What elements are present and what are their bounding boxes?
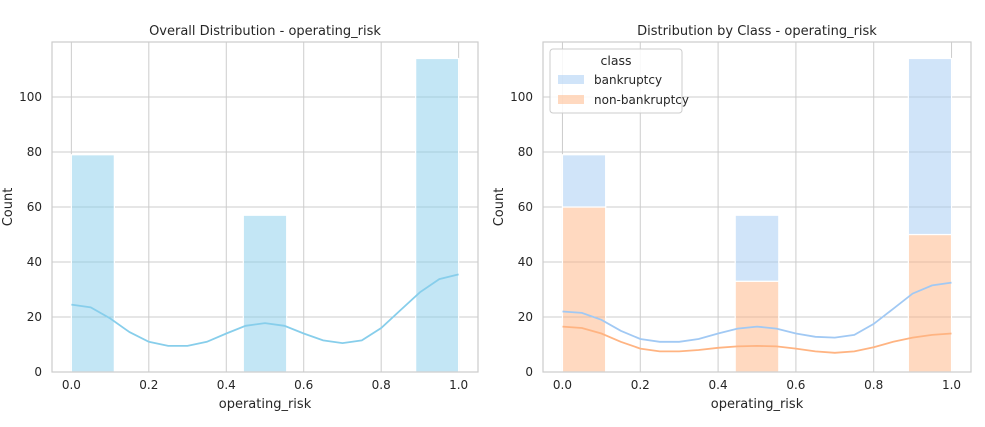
- x-tick-label: 0.6: [294, 378, 313, 392]
- x-tick-label: 0.2: [631, 378, 650, 392]
- kde-line-bankruptcy: [562, 281, 952, 343]
- histogram-bar: [70, 154, 115, 373]
- x-tick-label: 1.0: [449, 378, 468, 392]
- stacked-bar-bankruptcy: [907, 57, 953, 236]
- x-tick-label: 0.8: [864, 378, 883, 392]
- y-tick-label: 40: [518, 255, 533, 269]
- legend-swatch-non-bankruptcy: [558, 95, 584, 104]
- y-tick-label: 20: [518, 310, 533, 324]
- x-axis-label: operating_risk: [711, 397, 804, 412]
- x-tick-label: 0.6: [786, 378, 805, 392]
- stacked-bar-bankruptcy: [561, 154, 607, 208]
- x-tick-label: 1.0: [942, 378, 961, 392]
- y-tick-label: 0: [34, 365, 42, 379]
- y-tick-label: 20: [27, 310, 42, 324]
- kde-line: [71, 273, 459, 347]
- legend: class bankruptcy non-bankruptcy: [549, 48, 689, 114]
- y-tick-label: 100: [510, 90, 533, 104]
- y-tick-label: 60: [27, 200, 42, 214]
- y-tick-label: 100: [19, 90, 42, 104]
- stacked-bar-non-bankruptcy: [907, 233, 953, 373]
- kde-line-non-bankruptcy: [562, 325, 952, 354]
- y-tick-label: 80: [27, 145, 42, 159]
- x-tick-label: 0.0: [553, 378, 572, 392]
- y-tick-label: 60: [518, 200, 533, 214]
- plot-frame: [51, 41, 479, 373]
- histogram-bar: [242, 214, 288, 373]
- x-tick-label: 0.8: [372, 378, 391, 392]
- legend-label-bankruptcy: bankruptcy: [594, 73, 662, 87]
- x-tick-label: 0.4: [709, 378, 728, 392]
- legend-title: class: [600, 53, 631, 68]
- y-tick-label: 80: [518, 145, 533, 159]
- legend-label-non-bankruptcy: non-bankruptcy: [594, 93, 689, 107]
- legend-swatch-bankruptcy: [558, 75, 584, 84]
- histogram-bar: [415, 57, 460, 373]
- y-tick-label: 40: [27, 255, 42, 269]
- x-tick-label: 0.4: [217, 378, 236, 392]
- x-tick-label: 0.0: [62, 378, 81, 392]
- plot-frame: [542, 41, 972, 373]
- y-tick-label: 0: [525, 365, 533, 379]
- stacked-bar-bankruptcy: [734, 214, 780, 282]
- y-axis-label: Count: [492, 188, 507, 227]
- x-axis-label: operating_risk: [219, 397, 312, 412]
- left-chart-panel: 0.0 0.2 0.4 0.6 0.8 1.0 0 20 40 60 80 100 Overall Di…: [1, 24, 479, 412]
- right-chart-panel: 0.0 0.2 0.4 0.6 0.8 1.0 0 20 40 60 80 100 Distributi…: [492, 24, 972, 412]
- y-axis-label: Count: [1, 188, 16, 227]
- stacked-bar-non-bankruptcy: [561, 206, 607, 373]
- chart-title: Distribution by Class - operating_risk: [637, 24, 877, 39]
- chart-title: Overall Distribution - operating_risk: [149, 24, 381, 39]
- x-tick-label: 0.2: [139, 378, 158, 392]
